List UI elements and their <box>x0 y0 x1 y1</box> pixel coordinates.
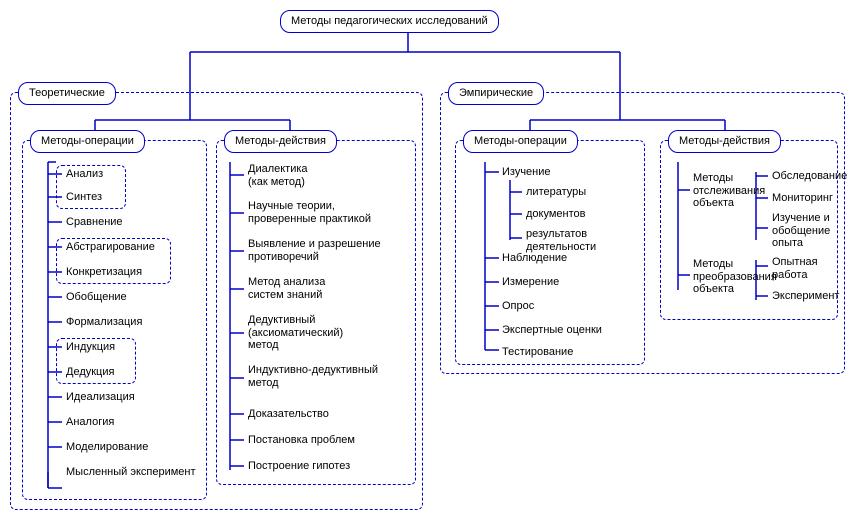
theor-acts-item: Индуктивно-дедуктивный метод <box>248 364 378 389</box>
emp-label-text: Эмпирические <box>459 87 533 99</box>
emp-acts-left: Методы отслеживания объекта <box>693 172 765 210</box>
theor-ops-item: Моделирование <box>66 441 148 454</box>
emp-ops-item: Измерение <box>502 276 559 289</box>
emp-ops-sub: результатов деятельности <box>526 228 596 253</box>
theor-ops-title-text: Методы-операции <box>41 135 134 147</box>
emp-acts-right: Мониторинг <box>772 192 833 205</box>
theor-acts-title-text: Методы-действия <box>235 135 326 147</box>
theor-ops-item: Обобщение <box>66 291 127 304</box>
theor-acts-item: Выявление и разрешение противоречий <box>248 238 381 263</box>
theor-acts-item: Метод анализа систем знаний <box>248 276 325 301</box>
theor-ops-item: Анализ <box>66 168 103 181</box>
emp-acts-right: Эксперимент <box>772 290 839 303</box>
theor-ops-item: Дедукция <box>66 366 114 379</box>
emp-acts-left: Методы преобразования объекта <box>693 258 777 296</box>
diagram-canvas: Методы педагогических исследований Теоре… <box>0 0 852 518</box>
emp-acts-right: Обследование <box>772 170 847 183</box>
theor-acts-item: Постановка проблем <box>248 434 355 447</box>
emp-ops-item: Опрос <box>502 300 534 313</box>
theor-ops-item: Идеализация <box>66 391 135 404</box>
theor-ops-item: Аналогия <box>66 416 114 429</box>
theor-label: Теоретические <box>18 82 116 105</box>
theor-acts-title: Методы-действия <box>224 130 337 153</box>
theor-label-text: Теоретические <box>29 87 105 99</box>
theor-ops-item: Сравнение <box>66 216 123 229</box>
emp-acts-right: Изучение и обобщение опыта <box>772 212 830 250</box>
emp-ops-item: Тестирование <box>502 346 573 359</box>
emp-ops-sub: документов <box>526 208 585 221</box>
root-label: Методы педагогических исследований <box>291 15 488 27</box>
emp-label: Эмпирические <box>448 82 544 105</box>
emp-ops-item: Изучение <box>502 166 551 179</box>
theor-acts-item: Построение гипотез <box>248 460 350 473</box>
theor-ops-title: Методы-операции <box>30 130 145 153</box>
emp-acts-title-text: Методы-действия <box>679 135 770 147</box>
emp-ops-item: Наблюдение <box>502 252 567 265</box>
theor-acts-item: Доказательство <box>248 408 329 421</box>
theor-ops-item: Формализация <box>66 316 142 329</box>
emp-acts-right: Опытная работа <box>772 256 818 281</box>
root-node: Методы педагогических исследований <box>280 10 499 33</box>
theor-ops-item: Индукция <box>66 341 115 354</box>
emp-ops-title: Методы-операции <box>463 130 578 153</box>
emp-ops-item: Экспертные оценки <box>502 324 602 337</box>
theor-ops-item: Мысленный эксперимент <box>66 466 196 479</box>
theor-acts-item: Диалектика (как метод) <box>248 163 308 188</box>
emp-ops-title-text: Методы-операции <box>474 135 567 147</box>
emp-acts-title: Методы-действия <box>668 130 781 153</box>
theor-ops-item: Синтез <box>66 191 102 204</box>
emp-ops-sub: литературы <box>526 186 586 199</box>
theor-ops-item: Абстрагирование <box>66 241 155 254</box>
theor-ops-item: Конкретизация <box>66 266 142 279</box>
theor-acts-item: Научные теории, проверенные практикой <box>248 200 371 225</box>
theor-acts-item: Дедуктивный (аксиоматический) метод <box>248 314 343 352</box>
